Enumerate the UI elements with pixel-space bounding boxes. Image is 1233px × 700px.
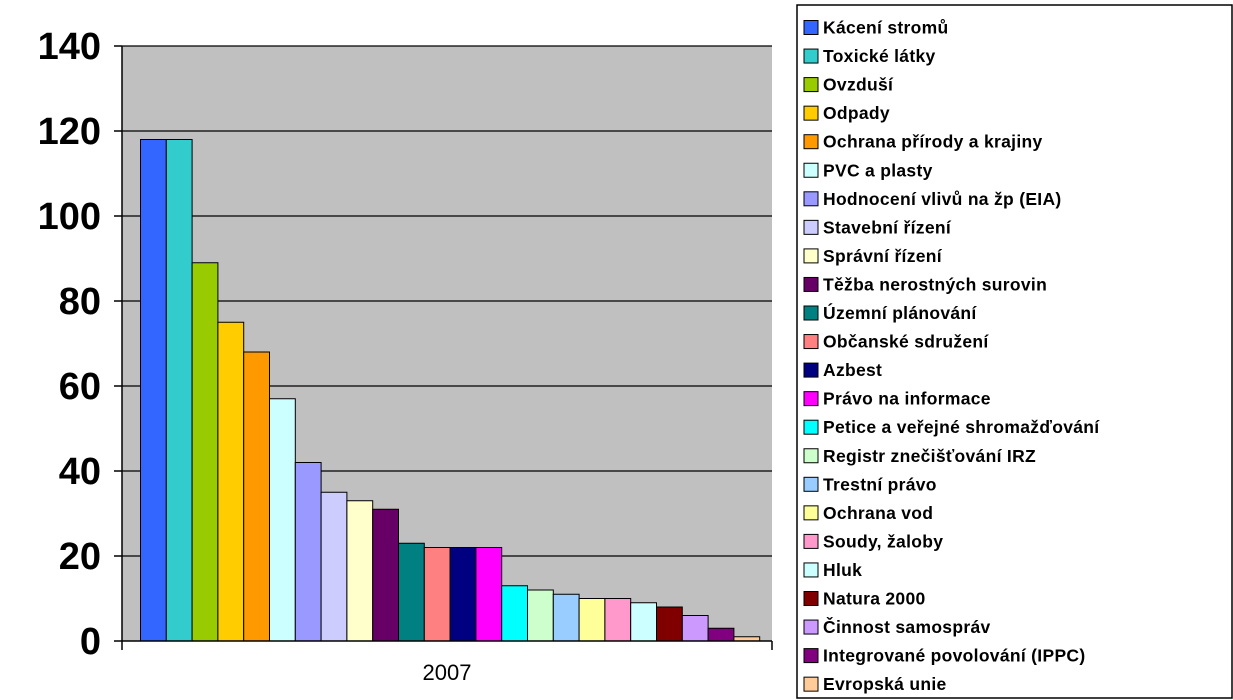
legend-label-19: Soudy, žaloby (823, 531, 943, 551)
legend-swatch-23 (803, 648, 819, 664)
legend-swatch-5 (803, 134, 819, 150)
legend-label-10: Těžba nerostných surovin (823, 274, 1047, 294)
legend-label-21: Natura 2000 (823, 589, 926, 609)
legend-label-23: Integrované povolování (IPPC) (823, 646, 1085, 666)
legend-swatch-15 (803, 419, 819, 435)
legend-swatch-21 (803, 591, 819, 606)
legend-swatch-3 (803, 77, 819, 93)
y-tick-label: 100 (38, 196, 101, 238)
y-tick-label: 20 (59, 536, 101, 578)
y-tick-labels: 0 20 40 60 80 100 120 140 (38, 26, 101, 663)
y-tick-label: 0 (80, 621, 101, 663)
legend-label-2: Toxické látky (823, 46, 936, 66)
x-category-label: 2007 (423, 660, 472, 685)
legend-label-16: Registr znečišťování IRZ (823, 446, 1036, 466)
bar-10 (372, 508, 400, 642)
bar-6 (269, 398, 296, 642)
bar-13 (449, 547, 477, 642)
bar-14 (475, 547, 503, 642)
legend-swatch-10 (803, 276, 819, 292)
legend-label-8: Stavební řízení (823, 217, 952, 237)
bar-23 (707, 627, 735, 642)
legend-label-15: Petice a veřejné shromažďování (823, 417, 1100, 437)
y-tick-label: 40 (59, 451, 101, 493)
y-tick-label: 80 (59, 281, 101, 323)
bar-9 (346, 500, 374, 642)
legend-swatch-24 (803, 676, 819, 692)
legend-label-18: Ochrana vod (823, 503, 933, 523)
bar-17 (552, 593, 580, 642)
bar-5 (243, 351, 270, 642)
bar-22 (681, 615, 709, 642)
bar-8 (320, 491, 348, 642)
legend-label-20: Hluk (823, 560, 862, 580)
legend-swatch-20 (803, 562, 819, 578)
bar-19 (604, 598, 632, 642)
legend-swatch-22 (803, 619, 819, 635)
legend-label-14: Právo na informace (823, 389, 991, 409)
legend-swatch-4 (803, 105, 819, 121)
legend-label-4: Odpady (823, 103, 890, 123)
legend-label-7: Hodnocení vlivů na žp (EIA) (823, 189, 1062, 209)
y-tick-label: 140 (38, 26, 101, 68)
legend-label-3: Ovzduší (823, 75, 894, 95)
bar-11 (398, 542, 425, 642)
legend-label-13: Azbest (823, 360, 882, 380)
legend-label-1: Kácení stromů (823, 18, 948, 38)
bar-2 (165, 139, 193, 642)
legend-swatch-11 (803, 305, 819, 321)
legend-swatch-19 (803, 533, 819, 549)
legend-label-6: PVC a plasty (823, 160, 933, 180)
legend-swatch-18 (803, 505, 819, 521)
legend-swatch-6 (803, 162, 819, 178)
bar-16 (527, 589, 554, 642)
bar-12 (423, 547, 451, 642)
bar-4 (217, 321, 245, 642)
legend-swatch-2 (803, 48, 819, 64)
legend-swatch-9 (803, 248, 819, 264)
bars (140, 139, 761, 642)
legend-swatch-8 (803, 219, 819, 235)
legend: Kácení stromů Toxické látky Ovzduší Odpady O… (796, 4, 1233, 699)
legend-label-9: Správní řízení (823, 246, 943, 266)
legend-label-5: Ochrana přírody a krajiny (823, 132, 1043, 152)
legend-label-11: Územní plánování (823, 302, 977, 323)
legend-label-12: Občanské sdružení (823, 332, 989, 352)
bar-15 (501, 585, 529, 642)
legend-swatch-7 (803, 191, 819, 207)
bar-1 (140, 139, 167, 642)
legend-swatch-13 (803, 362, 819, 378)
y-tick-label: 120 (38, 111, 101, 153)
axes (121, 46, 773, 650)
legend-swatch-16 (803, 448, 819, 464)
legend-label-24: Evropská unie (823, 674, 947, 694)
bar-3 (191, 262, 219, 642)
legend-swatch-17 (803, 476, 819, 492)
y-tick-label: 60 (59, 366, 101, 408)
legend-swatch-12 (803, 334, 819, 350)
legend-label-17: Trestní právo (823, 474, 937, 494)
legend-label-22: Činnost samospráv (823, 616, 991, 637)
bar-20 (630, 602, 658, 642)
legend-box (796, 4, 1233, 699)
legend-swatch-1 (803, 20, 819, 35)
bar-7 (294, 462, 322, 642)
bar-18 (578, 598, 606, 642)
bar-21 (656, 606, 683, 642)
legend-swatch-14 (803, 391, 819, 407)
